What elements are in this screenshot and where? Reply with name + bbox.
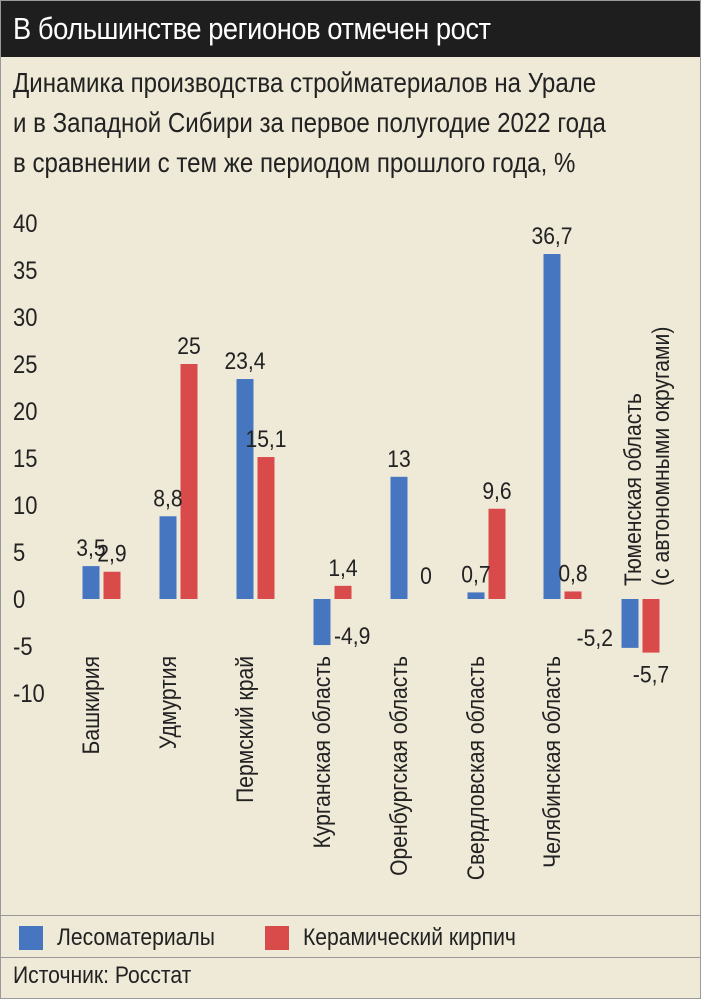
legend-item-series-1: Лесоматериалы — [19, 924, 236, 952]
bar-series-1 — [82, 566, 100, 599]
x-category-label: Челябинская область — [539, 656, 566, 868]
y-tick-label: 35 — [13, 257, 37, 285]
data-label: 3,5 — [76, 535, 105, 562]
data-label: -5,2 — [577, 625, 613, 652]
x-category-label: Тюменская область — [620, 393, 647, 586]
bar-series-1 — [159, 516, 177, 599]
data-label: 0,8 — [558, 560, 587, 587]
data-label: 15,1 — [245, 426, 286, 453]
legend-item-series-2: Керамический кирпич — [265, 924, 545, 952]
legend: Лесоматериалы Керамический кирпич — [1, 915, 700, 958]
bar-series-2 — [103, 571, 121, 599]
data-label: 2,9 — [97, 541, 126, 568]
bar-series-2 — [488, 508, 506, 599]
bar-series-2 — [564, 591, 582, 599]
data-label: -5,7 — [633, 661, 669, 688]
y-tick-label: 30 — [13, 304, 37, 332]
data-label: 36,7 — [531, 223, 572, 250]
legend-label-series-1: Лесоматериалы — [57, 924, 215, 951]
header-title: В большинстве регионов отмечен рост — [13, 11, 491, 46]
bar-series-1 — [390, 476, 408, 599]
data-label: 0 — [420, 563, 432, 590]
legend-swatch-series-1 — [19, 926, 43, 950]
y-tick-label: 10 — [13, 492, 37, 520]
y-tick-label: 25 — [13, 351, 37, 379]
data-label: 9,6 — [482, 478, 511, 505]
legend-swatch-series-2 — [265, 926, 289, 950]
x-category-label: Оренбургская область — [386, 656, 413, 876]
header-bar: В большинстве регионов отмечен рост — [1, 1, 700, 57]
subtitle-line-1: Динамика производства стройматериалов на… — [13, 67, 597, 98]
x-category-label: Башкирия — [78, 656, 105, 755]
bar-series-1 — [313, 599, 331, 646]
x-category-label: (с автономными округами) — [648, 327, 675, 586]
x-category-label: Удмуртия — [155, 656, 182, 749]
data-label: 8,8 — [153, 485, 182, 512]
x-category-label: Курганская область — [309, 656, 336, 848]
x-category-label: Пермский край — [232, 656, 259, 803]
bar-series-2 — [257, 457, 275, 599]
data-label: 23,4 — [224, 348, 265, 375]
bar-series-2 — [642, 599, 660, 653]
y-tick-label: 15 — [13, 445, 37, 473]
bar-series-2 — [334, 585, 352, 599]
y-tick-label: 5 — [13, 539, 25, 567]
bar-series-1 — [467, 592, 485, 599]
legend-label-series-2: Керамический кирпич — [303, 924, 516, 951]
data-label: 13 — [387, 446, 410, 473]
chart-subtitle: Динамика производства стройматериалов на… — [13, 63, 684, 183]
subtitle-line-2: и в Западной Сибири за первое полугодие … — [13, 107, 606, 138]
subtitle-line-3: в сравнении с тем же периодом прошлого г… — [13, 147, 576, 178]
bar-series-1 — [621, 599, 639, 648]
data-label: -4,9 — [334, 623, 370, 650]
y-tick-label: -5 — [13, 633, 33, 661]
y-tick-label: -10 — [13, 680, 45, 708]
x-category-label: Свердловская область — [463, 656, 490, 880]
bar-chart: 40 35 30 25 20 15 10 5 0 -5 -10 3,5 8,8 23,4 -4,9 13 0,7… — [13, 210, 675, 881]
source-note: Источник: Росстат — [13, 962, 192, 989]
data-label: 0,7 — [461, 561, 490, 588]
bar-series-1 — [236, 379, 254, 599]
data-label: 1,4 — [328, 555, 357, 582]
data-label: 25 — [177, 333, 200, 360]
y-tick-label: 0 — [13, 586, 25, 614]
bar-series-1 — [543, 254, 561, 599]
y-tick-label: 20 — [13, 398, 37, 426]
bar-series-2 — [180, 364, 198, 599]
y-tick-label: 40 — [13, 210, 37, 238]
